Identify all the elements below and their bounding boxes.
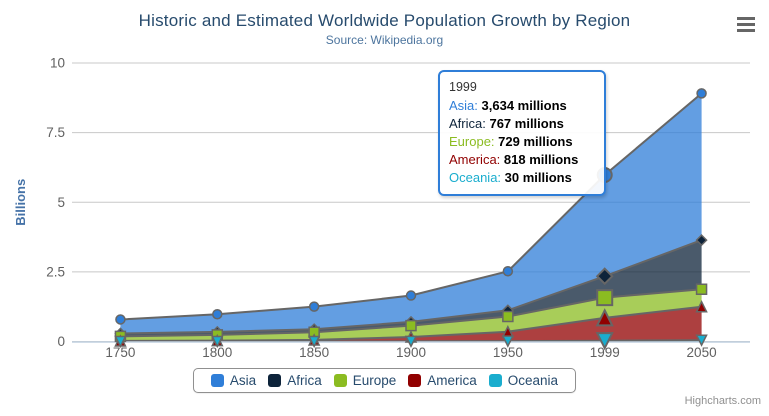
chart-title: Historic and Estimated Worldwide Populat… — [138, 11, 631, 30]
asia-marker-1900[interactable] — [405, 290, 417, 301]
legend-item-asia[interactable]: Asia — [210, 373, 257, 388]
x-tick-label: 1900 — [396, 345, 426, 360]
x-tick-label: 1950 — [493, 345, 523, 360]
oceania-marker-1750[interactable] — [114, 335, 127, 349]
y-axis-labels: 0 2.5 5 7.5 10 — [46, 56, 65, 350]
y-axis-title: Billions — [13, 179, 28, 226]
series-asia-area[interactable] — [120, 93, 702, 334]
legend-label: Asia — [229, 373, 257, 388]
hamburger-icon — [737, 17, 755, 20]
africa-marker-1999[interactable] — [595, 267, 614, 286]
x-tick-label: 1800 — [202, 345, 232, 360]
asia-marker-2050[interactable] — [696, 88, 707, 99]
oceania-marker-1850[interactable] — [307, 335, 321, 349]
europe-marker-1999[interactable] — [596, 289, 614, 307]
series-europe-markers[interactable] — [114, 283, 708, 343]
x-tick-label: 1999 — [590, 345, 620, 360]
europe-marker-1950[interactable] — [502, 310, 514, 323]
legend-label: Africa — [287, 373, 322, 388]
asia-marker-1850[interactable] — [308, 301, 320, 312]
x-tick-label: 2050 — [687, 345, 717, 360]
legend-label: Europe — [352, 373, 397, 388]
series-america-area[interactable] — [120, 306, 702, 342]
hamburger-icon — [737, 29, 755, 32]
legend-swatch-icon — [333, 374, 347, 387]
export-menu-button[interactable] — [737, 17, 755, 32]
x-tick-label: 1850 — [299, 345, 329, 360]
credits-link[interactable]: Highcharts.com — [684, 395, 761, 407]
legend-swatch-icon — [488, 374, 502, 387]
oceania-marker-2050[interactable] — [695, 334, 708, 347]
x-tick-label: 1750 — [105, 345, 135, 360]
legend-item-africa[interactable]: Africa — [268, 373, 322, 388]
y-tick-label: 2.5 — [46, 264, 65, 279]
legend-item-america[interactable]: America — [408, 373, 477, 388]
y-tick-label: 0 — [57, 334, 65, 349]
america-marker-1999[interactable] — [595, 308, 614, 327]
oceania-marker-1999[interactable] — [595, 332, 614, 351]
chart-subtitle: Source: Wikipedia.org — [325, 33, 444, 47]
legend-label: America — [427, 373, 477, 388]
series-markers — [114, 88, 708, 351]
europe-marker-2050[interactable] — [695, 283, 708, 296]
y-tick-label: 10 — [50, 56, 65, 71]
series-oceania-markers[interactable] — [114, 332, 708, 351]
y-tick-label: 7.5 — [46, 125, 65, 140]
oceania-marker-1800[interactable] — [211, 335, 224, 349]
asia-marker-1800[interactable] — [212, 309, 223, 320]
asia-marker-1999[interactable] — [596, 167, 613, 184]
asia-marker-1750[interactable] — [115, 314, 126, 325]
legend-label: Oceania — [507, 373, 559, 388]
series-africa-area[interactable] — [120, 240, 702, 337]
series-areas — [120, 93, 702, 342]
africa-marker-2050[interactable] — [695, 234, 708, 247]
legend-swatch-icon — [268, 374, 282, 387]
america-marker-2050[interactable] — [695, 300, 708, 313]
x-axis-labels: 1750 1800 1850 1900 1950 1999 2050 — [105, 345, 716, 360]
hamburger-icon — [737, 23, 755, 26]
oceania-marker-1900[interactable] — [404, 335, 418, 349]
legend-swatch-icon — [210, 374, 224, 387]
legend-swatch-icon — [408, 374, 422, 387]
legend-item-europe[interactable]: Europe — [333, 373, 397, 388]
oceania-marker-1950[interactable] — [501, 335, 515, 348]
legend: Asia Africa Europe America Oceania — [192, 368, 577, 393]
asia-marker-1950[interactable] — [502, 266, 514, 277]
legend-item-oceania[interactable]: Oceania — [488, 373, 559, 388]
europe-marker-1900[interactable] — [405, 319, 417, 332]
legend-row: Asia Africa Europe America Oceania — [0, 368, 769, 393]
y-tick-label: 5 — [57, 195, 65, 210]
